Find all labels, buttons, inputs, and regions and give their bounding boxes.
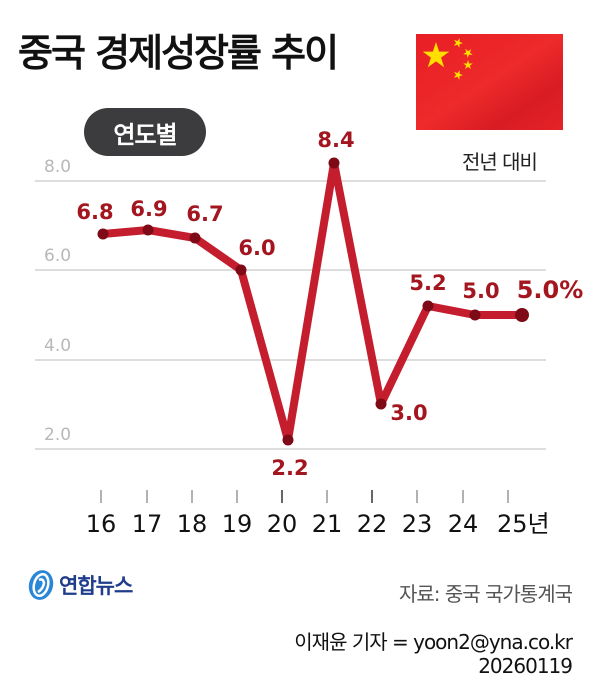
data-label: 6.8 [76, 200, 113, 224]
x-tick-label: 17 [132, 510, 163, 538]
source-text: 자료: 중국 국가통계국 [398, 582, 573, 606]
credit: 이재윤 기자 = yoon2@yna.co.kr 20260119 [294, 630, 573, 678]
x-axis-labels: 16 17 18 19 20 21 22 23 24 25년 [86, 510, 550, 538]
line-chart: 8.0 6.0 4.0 2.0 6.8 6.9 6.7 6.0 2.2 8.4 … [35, 128, 583, 538]
data-markers [97, 157, 529, 446]
growth-line [99, 159, 526, 444]
x-tick-label: 24 [448, 510, 479, 538]
reporter-text: 이재윤 기자 = yoon2@yna.co.kr [294, 630, 573, 654]
x-tick-label: 21 [312, 510, 343, 538]
x-tick-label: 22 [357, 510, 388, 538]
y-axis-labels: 8.0 6.0 4.0 2.0 [44, 157, 71, 445]
data-label: 6.7 [186, 202, 223, 226]
date-text: 20260119 [478, 654, 573, 678]
yonhap-globe-icon [28, 570, 54, 600]
x-tick-label: 18 [177, 510, 208, 538]
china-flag-icon [416, 34, 563, 130]
x-tick-label: 19 [222, 510, 253, 538]
logo-text: 연합뉴스 [59, 574, 133, 598]
x-tick-label: 16 [86, 510, 117, 538]
data-label: 6.9 [130, 197, 167, 221]
y-tick-label: 2.0 [44, 425, 71, 445]
period-badge: 연도별 [84, 108, 206, 156]
x-tick-label: 23 [402, 510, 433, 538]
data-label: 6.0 [238, 236, 275, 260]
unit-label: 전년 대비 [462, 150, 538, 174]
data-label: 5.0 [462, 279, 499, 303]
gridlines [35, 180, 546, 450]
data-label-latest: 5.0% [517, 276, 584, 304]
data-label: 8.4 [317, 128, 354, 152]
data-label: 2.2 [271, 456, 308, 480]
y-tick-label: 4.0 [44, 336, 71, 356]
data-label: 3.0 [390, 401, 427, 425]
chart-title: 중국 경제성장률 추이 [18, 31, 339, 75]
y-tick-label: 6.0 [44, 246, 71, 266]
data-label: 5.2 [409, 271, 446, 295]
x-tick-label: 20 [267, 510, 298, 538]
data-labels: 6.8 6.9 6.7 6.0 2.2 8.4 3.0 5.2 5.0 5.0% [76, 128, 583, 480]
y-tick-label: 8.0 [44, 157, 71, 177]
x-tick-label: 25년 [497, 510, 550, 538]
yonhap-logo: 연합뉴스 [26, 568, 133, 602]
x-axis-ticks [100, 490, 509, 503]
